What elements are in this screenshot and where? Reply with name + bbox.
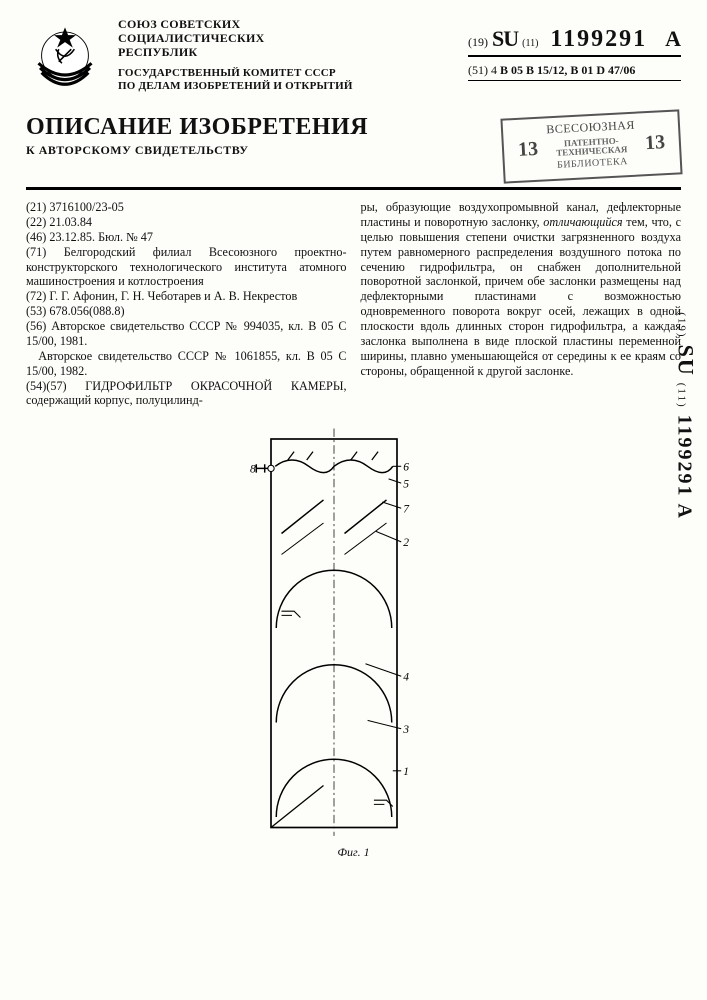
distinguishing-word: отличающийся xyxy=(543,215,622,229)
committee-l1: ГОСУДАРСТВЕННЫЙ КОМИТЕТ СССР xyxy=(118,67,336,79)
svg-text:8: 8 xyxy=(250,464,256,476)
field-72: (72) Г. Г. Афонин, Г. Н. Чеботарев и А. … xyxy=(26,289,347,304)
svg-text:4: 4 xyxy=(403,672,409,684)
su-code: SU xyxy=(492,26,518,52)
svg-text:3: 3 xyxy=(402,724,409,736)
title-main: ОПИСАНИЕ ИЗОБРЕТЕНИЯ xyxy=(26,114,488,141)
svg-text:7: 7 xyxy=(403,504,410,516)
right-column: ры, образующие воздухопромывной канал, д… xyxy=(361,200,682,408)
field-56a: (56) Авторское свидетельство СССР № 9940… xyxy=(26,319,347,349)
title-sub: К АВТОРСКОМУ СВИДЕТЕЛЬСТВУ xyxy=(26,143,488,158)
ipc-codes: B 05 B 15/12, B 01 D 47/06 xyxy=(500,63,635,77)
ussr-emblem-icon xyxy=(26,18,104,96)
spine-sub: (11) xyxy=(676,383,688,409)
union-l1: СОЮЗ СОВЕТСКИХ xyxy=(118,17,240,31)
title-row: ОПИСАНИЕ ИЗОБРЕТЕНИЯ К АВТОРСКОМУ СВИДЕТ… xyxy=(26,114,681,179)
svg-text:1: 1 xyxy=(403,766,409,778)
field-54: (54)(57) ГИДРОФИЛЬТР ОКРАСОЧНОЙ КАМЕРЫ, … xyxy=(26,379,347,409)
stamp-num-left: 13 xyxy=(517,138,538,162)
spine-pre: (19) xyxy=(676,312,688,338)
title-block: ОПИСАНИЕ ИЗОБРЕТЕНИЯ К АВТОРСКОМУ СВИДЕТ… xyxy=(26,114,488,158)
header-rule xyxy=(26,187,681,190)
union-l2: СОЦИАЛИСТИЧЕСКИХ xyxy=(118,31,265,45)
field-22: (22) 21.03.84 xyxy=(26,215,347,230)
doc-number-line: (19) SU (11) 1199291 A xyxy=(468,26,681,57)
left-column: (21) 3716100/23-05 (22) 21.03.84 (46) 23… xyxy=(26,200,347,408)
svg-text:6: 6 xyxy=(403,462,409,474)
field-56b: Авторское свидетельство СССР № 1061855, … xyxy=(26,349,347,379)
abstract-columns: (21) 3716100/23-05 (22) 21.03.84 (46) 23… xyxy=(26,200,681,408)
committee-l2: ПО ДЕЛАМ ИЗОБРЕТЕНИЙ И ОТКРЫТИЙ xyxy=(118,80,353,92)
figure-caption: Фиг. 1 xyxy=(244,845,464,860)
doc-number: 1199291 xyxy=(550,26,647,53)
spine-su: SU xyxy=(673,345,699,377)
field-46: (46) 23.12.85. Бюл. № 47 xyxy=(26,230,347,245)
union-l3: РЕСПУБЛИК xyxy=(118,45,197,59)
field-53: (53) 678.056(088.8) xyxy=(26,304,347,319)
stamp-mid: ПАТЕНТНО- ТЕХНИЧЕСКАЯ xyxy=(555,136,627,158)
abstract-body: ры, образующие воздухопромывной канал, д… xyxy=(361,200,682,379)
doc-code-block: (19) SU (11) 1199291 A (51) 4 B 05 B 15/… xyxy=(468,26,681,81)
su-sub: (11) xyxy=(522,38,538,49)
svg-text:5: 5 xyxy=(403,479,409,491)
library-stamp: ВСЕСОЮЗНАЯ 13 ПАТЕНТНО- ТЕХНИЧЕСКАЯ 13 Б… xyxy=(500,109,682,183)
field-71: (71) Белгородский филиал Всесоюзного про… xyxy=(26,245,347,290)
cc-prefix: (19) xyxy=(468,35,488,50)
stamp-num-right: 13 xyxy=(644,131,665,155)
svg-text:2: 2 xyxy=(403,537,409,549)
spine-suffix: A xyxy=(673,504,696,520)
field-21: (21) 3716100/23-05 xyxy=(26,200,347,215)
doc-suffix: A xyxy=(665,26,681,52)
spine-code: (19) SU (11) 1199291 A xyxy=(673,312,699,520)
ipc-prefix: (51) 4 xyxy=(468,63,497,77)
figure-svg: 8 6 5 7 2 4 3 1 xyxy=(244,418,424,838)
spine-number: 1199291 xyxy=(673,415,696,498)
figure-1: 8 6 5 7 2 4 3 1 Фиг. 1 xyxy=(244,418,464,860)
ipc-line: (51) 4 B 05 B 15/12, B 01 D 47/06 xyxy=(468,63,681,81)
